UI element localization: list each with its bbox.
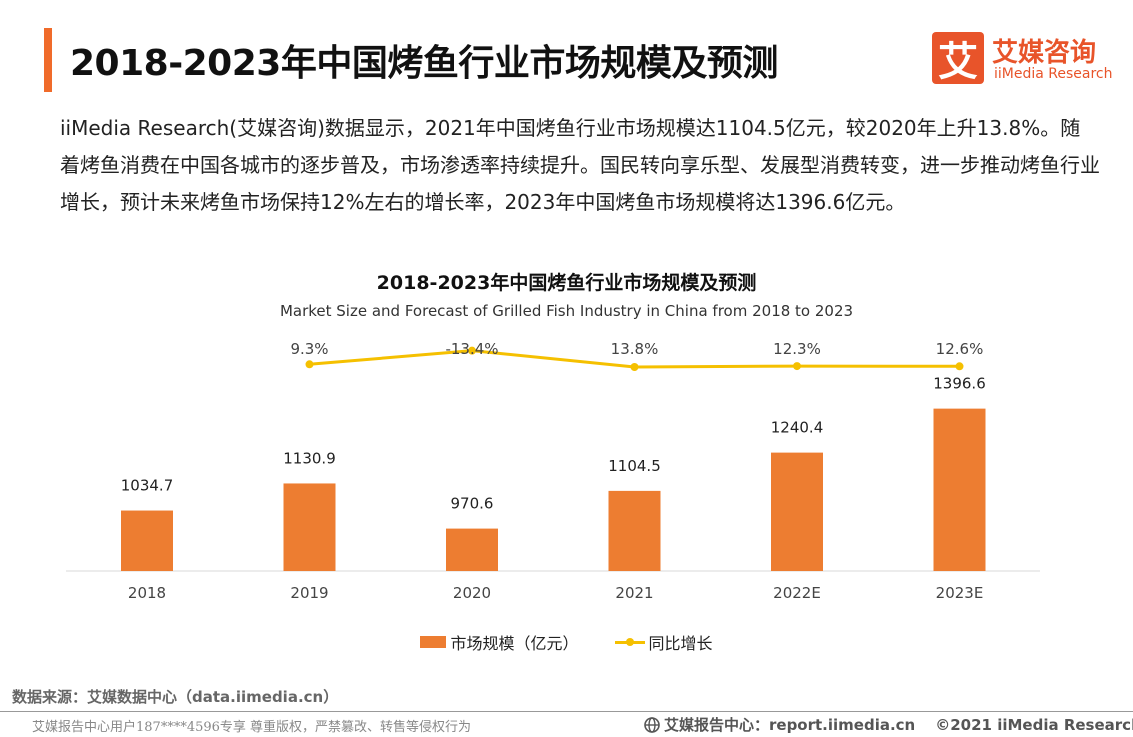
bar-2020 [446, 528, 498, 571]
globe-icon [644, 716, 660, 733]
growth-point-2020 [468, 346, 476, 355]
growth-point-2022E [793, 362, 801, 371]
bar-value-label: 1396.6 [933, 375, 986, 393]
data-source: 数据来源：艾媒数据中心（data.iimedia.cn） [12, 688, 339, 706]
legend-label-yoy-growth: 同比增长 [648, 634, 713, 653]
logo-mark: 艾 [932, 32, 984, 85]
legend-item-market-size: 市场规模（亿元） [420, 630, 579, 654]
chart-subtitle: Market Size and Forecast of Grilled Fish… [279, 302, 854, 320]
legend-line-swatch [614, 637, 645, 646]
x-tick-label: 2022E [773, 584, 821, 602]
bar-2023E [933, 408, 986, 571]
growth-point-2023E [955, 362, 964, 371]
x-tick-label: 2019 [290, 584, 328, 602]
footer-copyright-notice: 艾媒报告中心用户187****4596专享 尊重版权，严禁篡改、转售等侵权行为 [32, 720, 472, 735]
logo-text-en: iiMedia Research [994, 66, 1113, 82]
growth-value-label: 12.3% [773, 340, 821, 358]
growth-point-2021 [630, 363, 639, 371]
chart-title: 2018-2023年中国烤鱼行业市场规模及预测 [376, 272, 757, 294]
x-tick-label: 2020 [453, 584, 491, 602]
growth-value-label: 9.3% [290, 340, 328, 358]
intro-paragraph: iiMedia Research(艾媒咨询)数据显示，2021年中国烤鱼行业市场… [60, 116, 1100, 214]
title-accent-bar [44, 28, 52, 92]
logo-text-cn: 艾媒咨询 [992, 38, 1097, 68]
growth-point-2019 [305, 360, 314, 369]
bar-2019 [283, 483, 336, 571]
bar-value-label: 1240.4 [771, 419, 824, 437]
bar-2021 [608, 490, 661, 571]
growth-value-label: 13.8% [611, 340, 659, 358]
chart-legend: 市场规模（亿元） 同比增长 [0, 630, 1133, 654]
bar-value-label: 1130.9 [283, 449, 336, 467]
page-title: 2018-2023年中国烤鱼行业市场规模及预测 [70, 43, 778, 84]
x-tick-label: 2018 [128, 584, 166, 602]
footer-copyright: ©2021 iiMedia Research Inc [935, 715, 1133, 734]
legend-item-yoy-growth: 同比增长 [614, 630, 713, 654]
bar-value-label: 970.6 [451, 495, 494, 513]
footer-site-link[interactable]: 艾媒报告中心：report.iimedia.cn [664, 716, 916, 734]
brand-logo: 艾 艾媒咨询 iiMedia Research [932, 32, 1122, 88]
growth-value-label: -13.4% [445, 340, 498, 358]
legend-bar-swatch [420, 636, 447, 648]
bar-2022E [771, 452, 823, 571]
footer-divider [0, 711, 1133, 712]
bar-value-label: 1034.7 [121, 477, 174, 495]
x-tick-label: 2023E [936, 584, 984, 602]
growth-value-label: 12.6% [936, 340, 984, 358]
bar-2018 [121, 510, 173, 571]
bar-value-label: 1104.5 [608, 457, 661, 475]
footer-site-info: 艾媒报告中心：report.iimedia.cn ©2021 iiMedia R… [644, 714, 1133, 735]
legend-label-market-size: 市场规模（亿元） [450, 634, 579, 653]
x-tick-label: 2021 [615, 584, 653, 602]
